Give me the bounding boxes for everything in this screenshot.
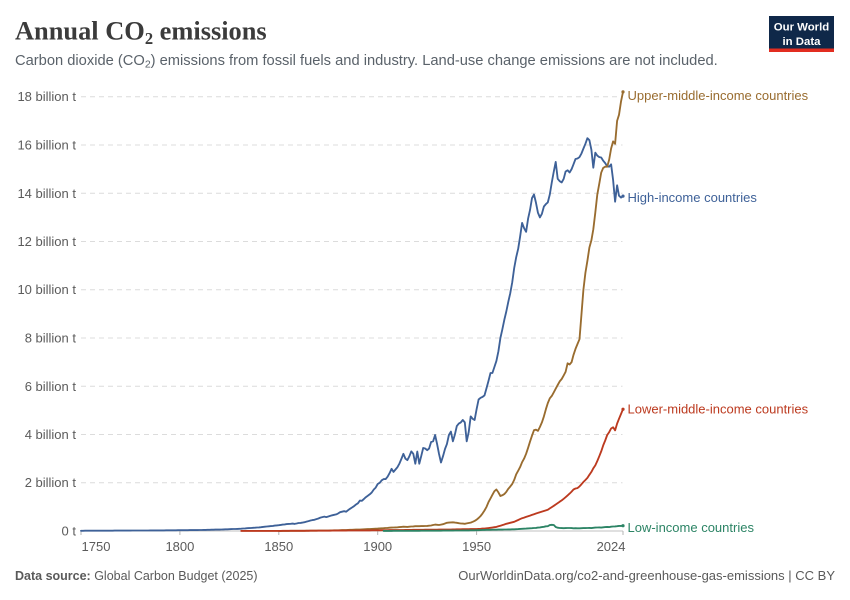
svg-text:14 billion t: 14 billion t	[17, 186, 76, 201]
svg-text:High-income countries: High-income countries	[628, 190, 758, 205]
svg-text:1900: 1900	[363, 539, 392, 554]
svg-text:OurWorldinData.org/co2-and-gre: OurWorldinData.org/co2-and-greenhouse-ga…	[458, 568, 835, 583]
svg-text:1850: 1850	[264, 539, 293, 554]
svg-text:16 billion t: 16 billion t	[17, 138, 76, 153]
svg-text:18 billion t: 18 billion t	[17, 89, 76, 104]
svg-text:in Data: in Data	[783, 36, 822, 48]
svg-text:Upper-middle-income countries: Upper-middle-income countries	[628, 88, 809, 103]
svg-text:1950: 1950	[462, 539, 491, 554]
svg-text:Low-income countries: Low-income countries	[628, 520, 755, 535]
svg-text:1800: 1800	[165, 539, 194, 554]
svg-text:Carbon dioxide (CO2) emissions: Carbon dioxide (CO2) emissions from foss…	[15, 53, 718, 71]
svg-text:1750: 1750	[82, 539, 111, 554]
svg-text:Lower-middle-income countries: Lower-middle-income countries	[628, 402, 809, 417]
svg-text:Data source: Global Carbon Bud: Data source: Global Carbon Budget (2025)	[15, 569, 258, 583]
svg-text:2 billion t: 2 billion t	[25, 475, 77, 490]
svg-text:10 billion t: 10 billion t	[17, 282, 76, 297]
svg-text:Our World: Our World	[774, 21, 830, 33]
svg-text:0 t: 0 t	[62, 524, 77, 539]
svg-text:4 billion t: 4 billion t	[25, 427, 77, 442]
svg-text:Annual CO2 emissions: Annual CO2 emissions	[15, 16, 267, 49]
svg-text:2024: 2024	[597, 539, 626, 554]
svg-text:12 billion t: 12 billion t	[17, 234, 76, 249]
svg-text:8 billion t: 8 billion t	[25, 331, 77, 346]
svg-text:6 billion t: 6 billion t	[25, 379, 77, 394]
